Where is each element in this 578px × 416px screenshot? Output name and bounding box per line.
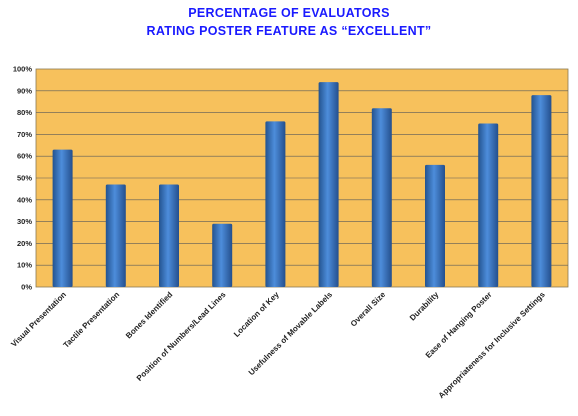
bar bbox=[425, 164, 445, 287]
y-tick-label: 20% bbox=[17, 239, 32, 248]
y-tick-label: 80% bbox=[17, 108, 32, 117]
chart-title-line-2: RATING POSTER FEATURE AS “EXCELLENT” bbox=[146, 24, 432, 38]
x-category-label: Location of Key bbox=[232, 290, 281, 339]
y-tick-label: 90% bbox=[17, 86, 32, 95]
y-tick-label: 40% bbox=[17, 195, 32, 204]
bar bbox=[52, 149, 73, 287]
y-axis-ticks: 0% 10% 20% 30% 40% 50% 60% 70% 80% 90% 100% bbox=[13, 65, 33, 292]
bar bbox=[212, 223, 233, 287]
y-tick-label: 0% bbox=[21, 283, 32, 292]
y-tick-label: 50% bbox=[17, 174, 32, 183]
y-tick-label: 100% bbox=[13, 65, 33, 74]
bar bbox=[265, 121, 286, 287]
x-category-label: Visual Presentation bbox=[9, 290, 68, 349]
bars bbox=[52, 82, 552, 288]
y-tick-label: 10% bbox=[17, 261, 32, 270]
y-tick-label: 30% bbox=[17, 217, 32, 226]
x-category-label: Durability bbox=[408, 290, 441, 323]
bar bbox=[318, 82, 339, 287]
bar bbox=[531, 95, 552, 287]
x-category-label: Position of Numbers/Lead Lines bbox=[135, 290, 228, 383]
chart-title: PERCENTAGE OF EVALUATORS RATING POSTER F… bbox=[0, 4, 578, 40]
x-category-label: Overall Size bbox=[349, 290, 388, 329]
bar bbox=[478, 123, 499, 287]
x-category-label: Bones Identified bbox=[124, 290, 174, 340]
bar bbox=[371, 108, 392, 288]
x-category-label: Usefulness of Movable Labels bbox=[247, 290, 335, 378]
y-tick-label: 70% bbox=[17, 130, 32, 139]
bar bbox=[159, 184, 179, 287]
x-category-label: Appropriateness for Inclusive Settings bbox=[437, 290, 547, 400]
y-tick-label: 60% bbox=[17, 152, 32, 161]
bar bbox=[105, 184, 126, 287]
chart-title-line-1: PERCENTAGE OF EVALUATORS bbox=[188, 6, 390, 20]
x-category-label: Tactile Presentation bbox=[62, 290, 122, 350]
